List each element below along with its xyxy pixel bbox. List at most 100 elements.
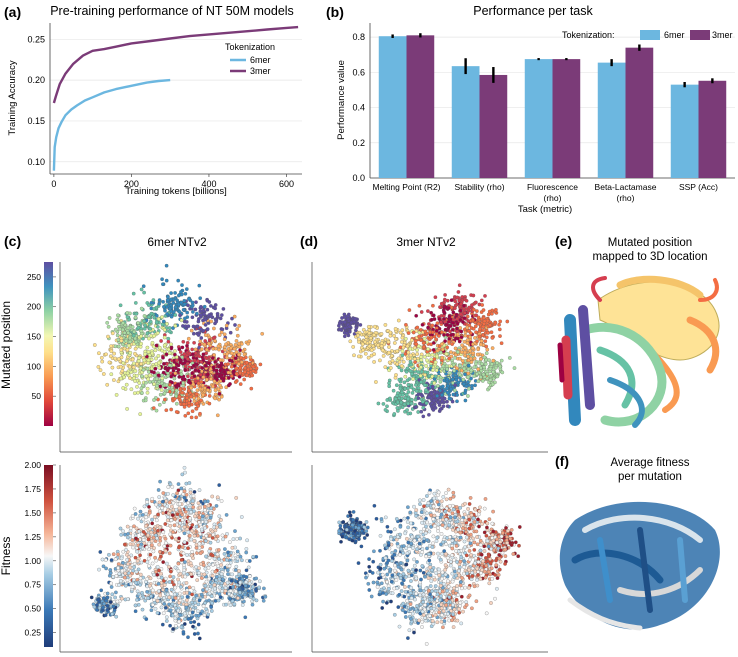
scatter-point [453, 346, 458, 351]
scatter-point [245, 538, 249, 543]
scatter-point [497, 567, 502, 572]
scatter-point [199, 336, 204, 340]
scatter-point [443, 327, 448, 332]
scatter-point [199, 327, 203, 332]
scatter-point [237, 323, 242, 328]
scatter-point [453, 383, 457, 388]
scatter-point [479, 342, 483, 347]
scatter-point [221, 307, 226, 311]
scatter-point [191, 624, 195, 629]
scatter-point [217, 514, 222, 519]
scatter-point [175, 383, 180, 388]
scatter-point [150, 517, 154, 522]
scatter-point [210, 356, 215, 360]
scatter-point [475, 309, 479, 313]
scatter-point [449, 333, 453, 337]
scatter-point [209, 314, 213, 319]
scatter-point [182, 531, 187, 536]
scatter-point [499, 358, 504, 363]
scatter-point [177, 619, 181, 624]
chart-b-legend-title: Tokenization: [562, 30, 615, 40]
scatter-point [168, 306, 172, 311]
scatter-point [393, 327, 398, 331]
scatter-point [367, 344, 372, 349]
scatter-point [237, 344, 242, 349]
scatter-point [418, 568, 423, 573]
scatter-point [192, 533, 197, 538]
scatter-point [173, 517, 177, 521]
scatter-point [159, 571, 163, 576]
scatter-point [187, 481, 192, 485]
scatter-point [174, 507, 179, 512]
chart-a-ytick-label: 0.15 [27, 116, 45, 126]
scatter-point [156, 581, 161, 586]
scatter-point [160, 499, 165, 504]
scatter-point [156, 373, 161, 378]
scatter-point [458, 326, 463, 330]
scatter-point [173, 349, 177, 353]
scatter-point [229, 351, 234, 356]
scatter-point [204, 554, 208, 559]
scatter-point [445, 404, 450, 409]
scatter-point [234, 339, 239, 343]
scatter-point [233, 529, 237, 533]
scatter-point [136, 359, 141, 363]
scatter-point [464, 384, 469, 388]
scatter-point [356, 333, 360, 338]
scatter-point [464, 298, 469, 303]
scatter-point [347, 329, 352, 334]
scatter-point [228, 597, 232, 601]
scatter-point [192, 539, 197, 543]
scatter-point [171, 301, 176, 305]
scatter-point [246, 589, 251, 593]
scatter-point [133, 609, 138, 614]
scatter-point [213, 396, 217, 401]
scatter-point [183, 413, 188, 418]
scatter-point [400, 353, 405, 358]
scatter-point [210, 601, 215, 606]
scatter-point [105, 603, 110, 608]
scatter-point [208, 510, 213, 515]
scatter-point [151, 406, 156, 410]
scatter-point [215, 561, 220, 566]
scatter-point [179, 290, 183, 294]
scatter-point [237, 341, 241, 346]
scatter-point [145, 366, 150, 371]
scatter-point [237, 362, 241, 366]
scatter-point [173, 624, 178, 628]
scatter-point [133, 369, 138, 373]
scatter-point [145, 576, 150, 581]
scatter-point [421, 345, 426, 349]
scatter-point [472, 356, 477, 361]
scatter-point [463, 398, 468, 403]
scatter-point [130, 514, 135, 518]
scatter-point [438, 407, 443, 412]
scatter-point [154, 533, 158, 538]
scatter-point [168, 509, 173, 513]
scatter-point [455, 350, 460, 354]
scatter-point [432, 381, 437, 385]
colorbar-fitness-tick-label: 1.00 [24, 556, 41, 566]
scatter-point [498, 319, 503, 324]
scatter-point [213, 303, 218, 307]
scatter-point [166, 339, 171, 344]
scatter-point [373, 340, 377, 344]
scatter-point [489, 362, 494, 366]
scatter-point [109, 349, 114, 354]
scatter-point [198, 309, 203, 314]
scatter-point [207, 401, 212, 406]
scatter-point [126, 562, 130, 566]
scatter-point [430, 384, 435, 389]
scatter-point [345, 314, 350, 319]
scatter-point [161, 611, 166, 616]
chart-b-bar-6mer [597, 62, 626, 179]
scatter-point [176, 561, 181, 566]
scatter-point [413, 339, 418, 343]
scatter-point [142, 314, 147, 318]
scatter-point [104, 598, 108, 603]
scatter-point [158, 549, 162, 554]
scatter-point [222, 369, 227, 374]
scatter-point [445, 390, 450, 395]
scatter-point [459, 302, 463, 306]
